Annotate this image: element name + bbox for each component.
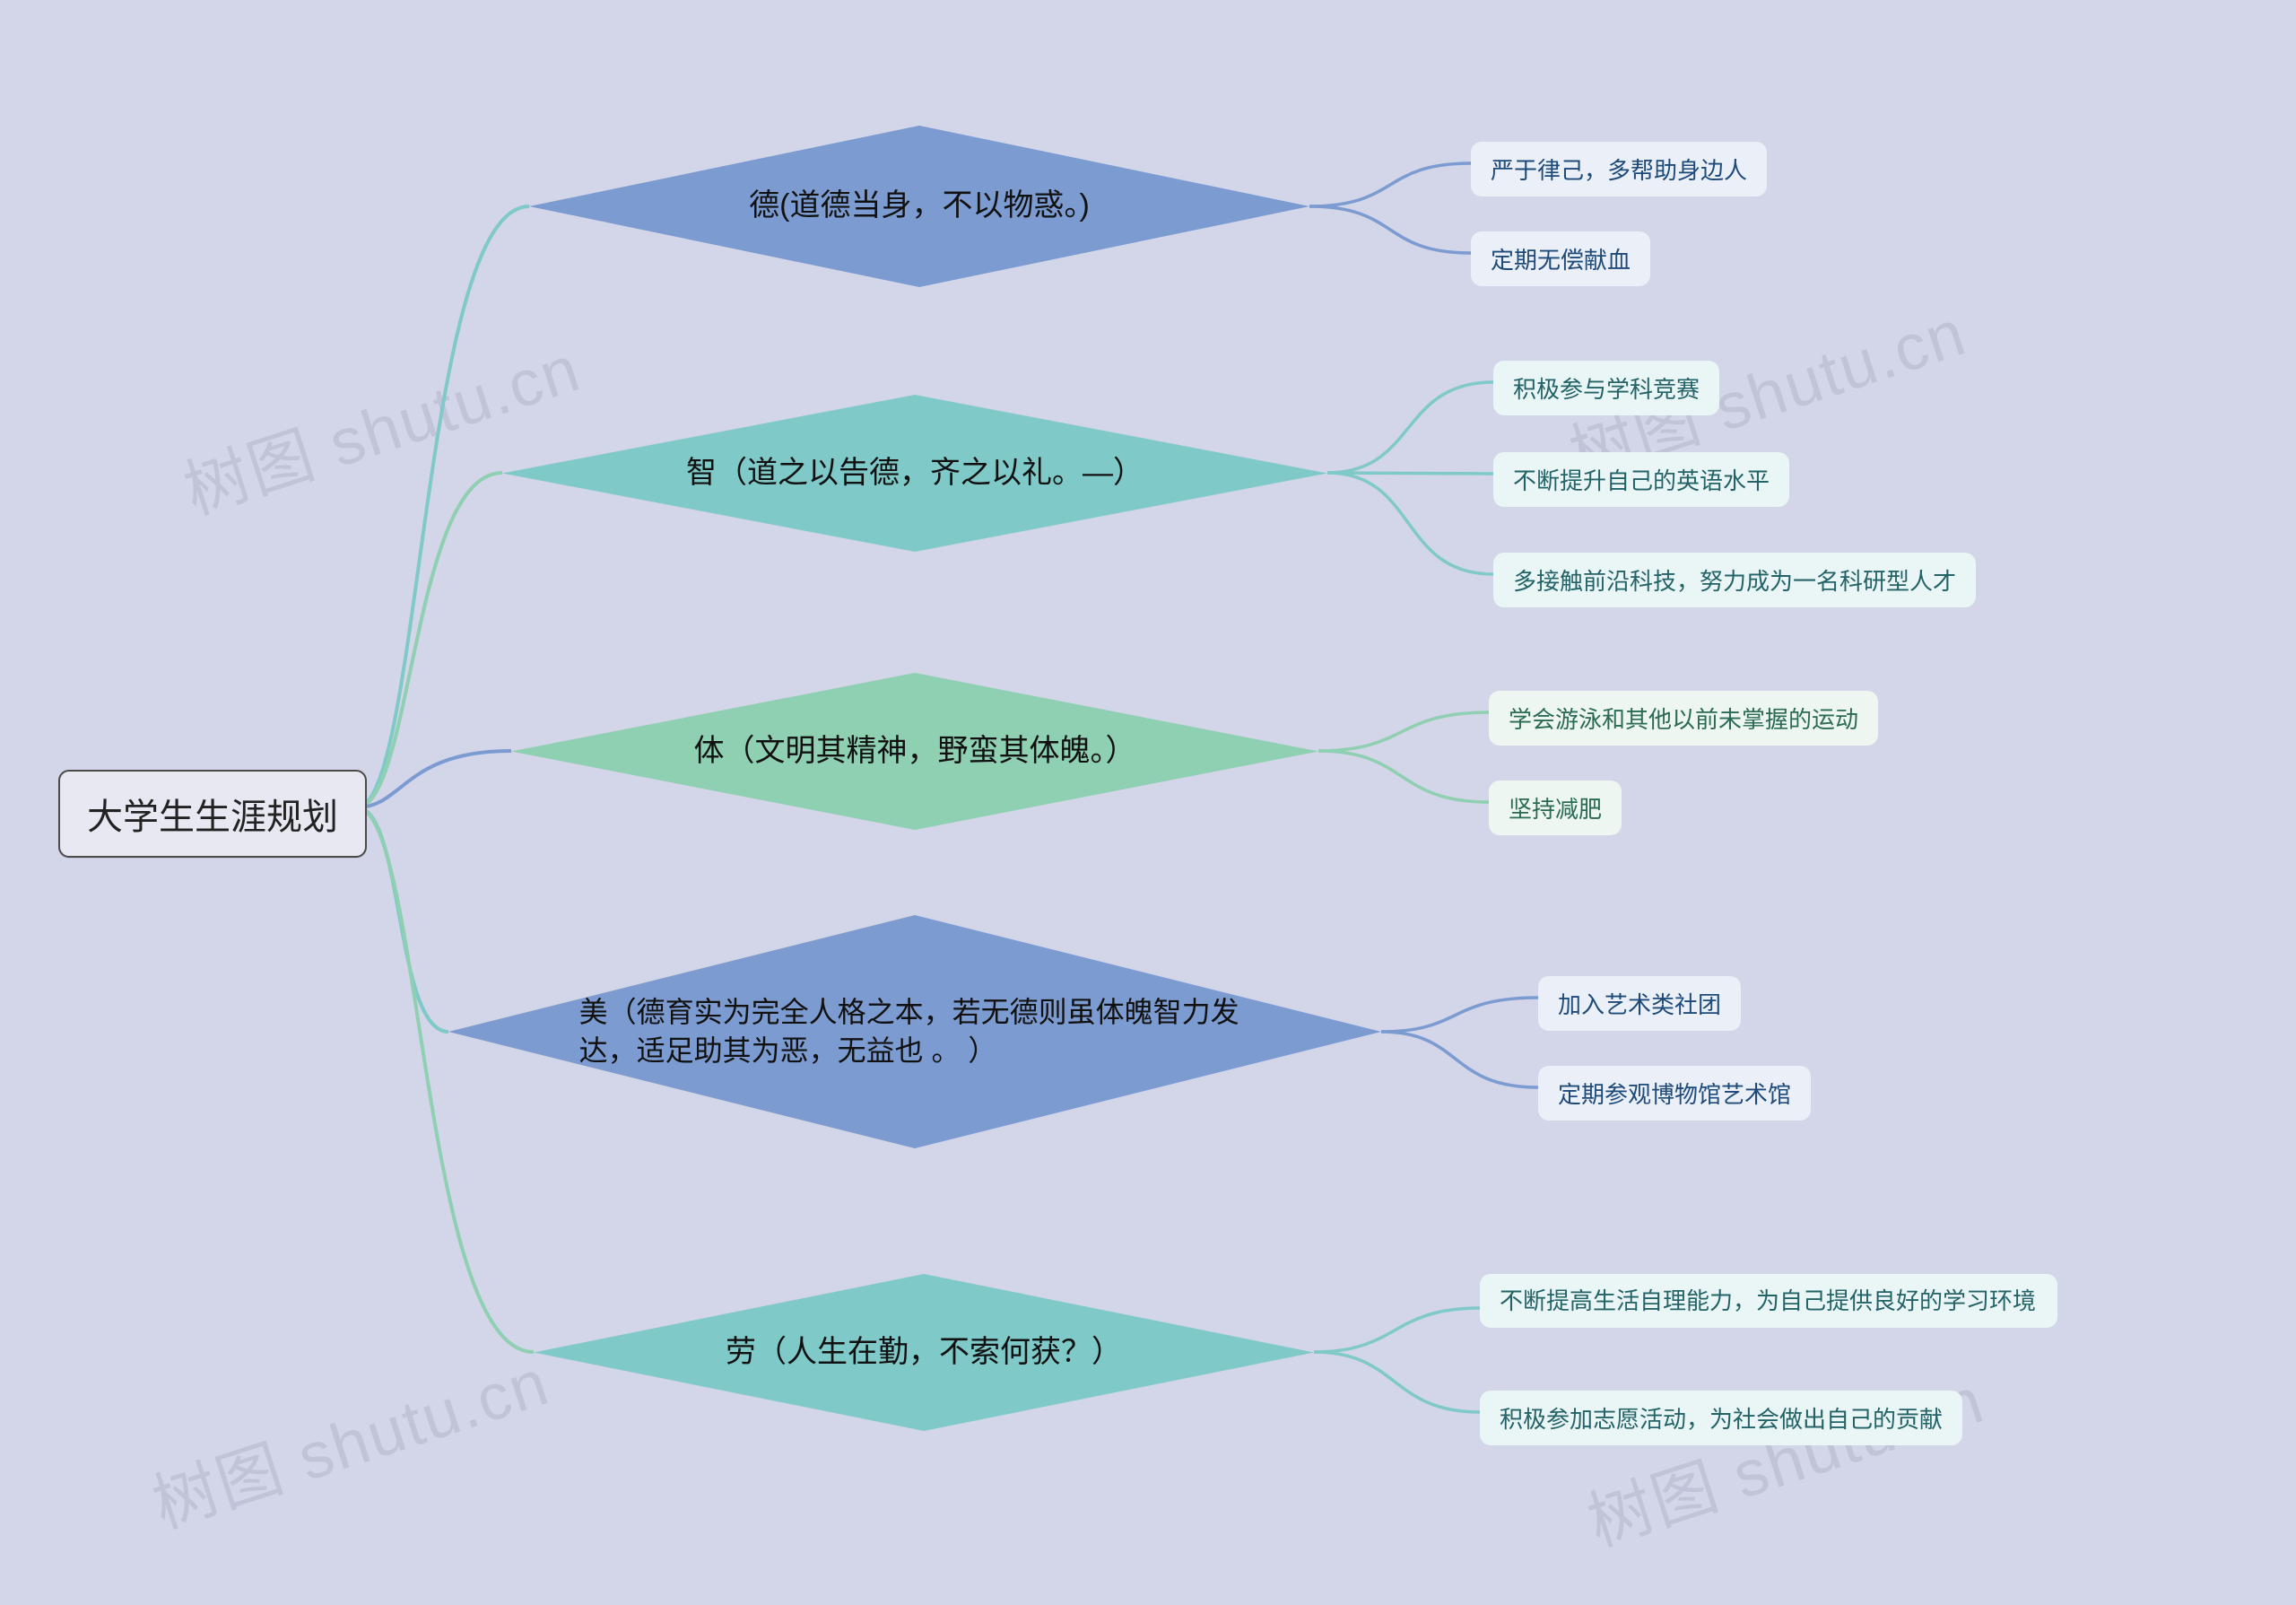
- leaf-zhi-0[interactable]: 积极参与学科竞赛: [1493, 361, 1719, 415]
- branch-ti[interactable]: 体（文明其精神，野蛮其体魄。）: [511, 673, 1318, 830]
- leaf-de-0[interactable]: 严于律己，多帮助身边人: [1471, 142, 1767, 196]
- mindmap-canvas: 树图 shutu.cn 树图 shutu.cn 树图 shutu.cn 树图 s…: [0, 0, 2296, 1605]
- branch-mei-label: 美（德育实为完全人格之本，若无德则虽体魄智力发达，适足助其为恶，无益也 。 ）: [448, 915, 1381, 1148]
- leaf-mei-1[interactable]: 定期参观博物馆艺术馆: [1538, 1066, 1811, 1121]
- leaf-ti-0[interactable]: 学会游泳和其他以前未掌握的运动: [1489, 691, 1878, 746]
- branch-zhi[interactable]: 智（道之以告德，齐之以礼。—）: [502, 395, 1327, 552]
- branch-lao[interactable]: 劳（人生在勤，不索何获？）: [534, 1274, 1314, 1431]
- watermark: 树图 shutu.cn: [1574, 1348, 1994, 1564]
- branch-ti-label: 体（文明其精神，野蛮其体魄。）: [511, 673, 1318, 830]
- branch-zhi-label: 智（道之以告德，齐之以礼。—）: [502, 395, 1327, 552]
- watermark: 树图 shutu.cn: [139, 1330, 559, 1546]
- branch-lao-label: 劳（人生在勤，不索何获？）: [534, 1274, 1314, 1431]
- leaf-ti-1[interactable]: 坚持减肥: [1489, 781, 1622, 835]
- leaf-lao-1[interactable]: 积极参加志愿活动，为社会做出自己的贡献: [1480, 1391, 1962, 1445]
- leaf-de-1[interactable]: 定期无偿献血: [1471, 231, 1650, 286]
- leaf-zhi-1[interactable]: 不断提升自己的英语水平: [1493, 452, 1789, 507]
- leaf-mei-0[interactable]: 加入艺术类社团: [1538, 976, 1741, 1031]
- leaf-lao-0[interactable]: 不断提高生活自理能力，为自己提供良好的学习环境: [1480, 1274, 2057, 1328]
- branch-de[interactable]: 德(道德当身，不以物惑。): [529, 126, 1309, 287]
- branch-mei[interactable]: 美（德育实为完全人格之本，若无德则虽体魄智力发达，适足助其为恶，无益也 。 ）: [448, 915, 1381, 1148]
- leaf-zhi-2[interactable]: 多接触前沿科技，努力成为一名科研型人才: [1493, 553, 1976, 607]
- root-node[interactable]: 大学生生涯规划: [58, 770, 367, 858]
- branch-de-label: 德(道德当身，不以物惑。): [529, 126, 1309, 287]
